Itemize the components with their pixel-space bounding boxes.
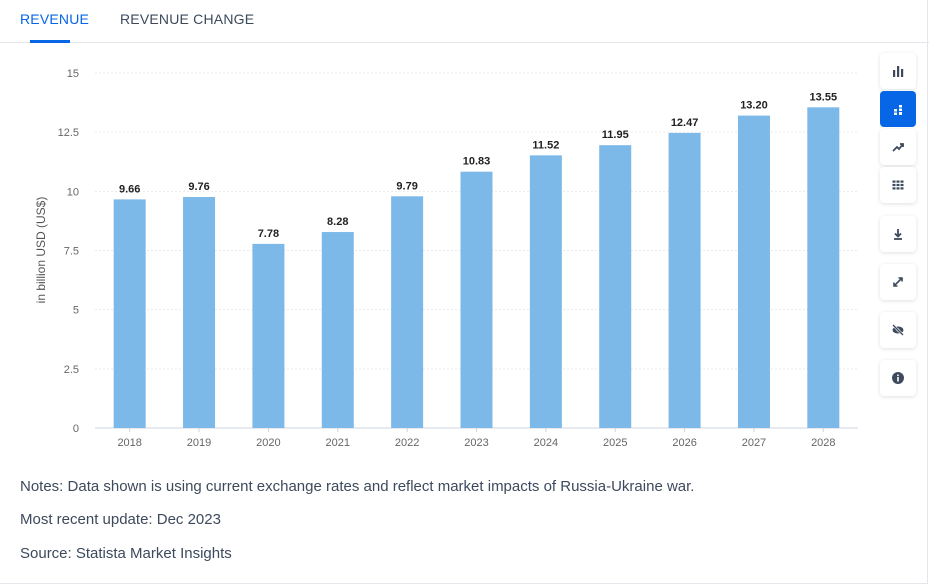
y-tick-label: 10 (67, 186, 79, 198)
data-label: 11.52 (532, 139, 559, 151)
y-tick-label: 15 (67, 68, 79, 80)
bar-2026[interactable] (668, 132, 701, 429)
bar-chart-icon (893, 66, 904, 77)
x-tick-label: 2027 (742, 437, 766, 449)
bar-2023[interactable] (460, 171, 493, 428)
bars (113, 107, 840, 429)
y-tick-label: 2.5 (64, 364, 79, 376)
bar-2021[interactable] (321, 232, 354, 428)
data-labels: 9.66 9.76 7.78 8.28 9.79 10.83 11.52 11.95 12.47… (119, 91, 837, 240)
x-tick-label: 2028 (811, 437, 835, 449)
trend-line-button[interactable] (880, 129, 916, 165)
info-button[interactable] (880, 360, 916, 396)
x-tick-label: 2022 (395, 437, 419, 449)
x-tick-label: 2018 (117, 437, 141, 449)
x-tick-label: 2020 (256, 437, 280, 449)
bar-2020[interactable] (252, 243, 285, 428)
chart-notes: Notes: Data shown is using current excha… (20, 478, 695, 495)
data-label: 10.83 (463, 156, 491, 168)
data-label: 7.78 (258, 228, 279, 240)
source-link[interactable]: Source: Statista Market Insights (20, 545, 232, 562)
table-icon (892, 180, 904, 190)
bar-2018[interactable] (113, 199, 146, 428)
bar-2027[interactable] (737, 115, 770, 428)
x-tick-label: 2026 (672, 437, 696, 449)
x-axis-ticks: 2018 2019 2020 2021 2022 2023 2024 2025 2026 2027… (117, 428, 836, 449)
y-axis-ticks: 0 2.5 5 7.5 10 12.5 15 (58, 68, 79, 435)
hide-icon (892, 324, 904, 336)
fullscreen-icon (893, 277, 903, 287)
y-tick-label: 0 (73, 423, 79, 435)
data-label: 8.28 (327, 216, 348, 228)
y-axis-title: in billion USD (US$) (34, 197, 48, 304)
y-tick-label: 7.5 (64, 246, 79, 258)
last-update: Most recent update: Dec 2023 (20, 511, 221, 528)
active-tab-indicator (30, 40, 70, 43)
bar-chart-button[interactable] (880, 53, 916, 89)
info-icon (892, 372, 904, 384)
y-tick-label: 5 (73, 305, 79, 317)
data-label: 11.95 (602, 129, 629, 141)
y-tick-label: 12.5 (58, 127, 79, 139)
bar-2022[interactable] (391, 196, 424, 428)
tab-revenue-change[interactable]: REVENUE CHANGE (120, 11, 255, 27)
x-tick-label: 2021 (326, 437, 350, 449)
hide-button[interactable] (880, 312, 916, 348)
x-tick-label: 2025 (603, 437, 627, 449)
table-view-button[interactable] (880, 167, 916, 203)
revenue-bar-chart: 0 2.5 5 7.5 10 12.5 15 9.66 9.76 7.78 8.28 9.79 10.… (34, 68, 858, 449)
data-label: 9.76 (188, 181, 209, 193)
data-label: 9.66 (119, 183, 140, 195)
fullscreen-button[interactable] (880, 264, 916, 300)
data-label: 9.79 (396, 180, 417, 192)
data-label: 13.20 (740, 100, 768, 112)
tab-bar: REVENUE REVENUE CHANGE (0, 0, 929, 43)
bar-2024[interactable] (529, 155, 562, 429)
bar-2028[interactable] (807, 107, 840, 429)
x-tick-label: 2019 (187, 437, 211, 449)
bar-2019[interactable] (183, 197, 216, 428)
tab-revenue[interactable]: REVENUE (20, 11, 90, 27)
stacked-bar-button[interactable] (880, 91, 916, 127)
x-tick-label: 2024 (534, 437, 558, 449)
trend-line-icon (892, 143, 904, 152)
bar-2025[interactable] (599, 145, 632, 428)
download-button[interactable] (880, 216, 916, 252)
x-tick-label: 2023 (464, 437, 488, 449)
data-label: 12.47 (671, 117, 699, 129)
stacked-bar-icon (894, 105, 902, 115)
download-icon (894, 229, 902, 240)
data-label: 13.55 (810, 91, 838, 103)
